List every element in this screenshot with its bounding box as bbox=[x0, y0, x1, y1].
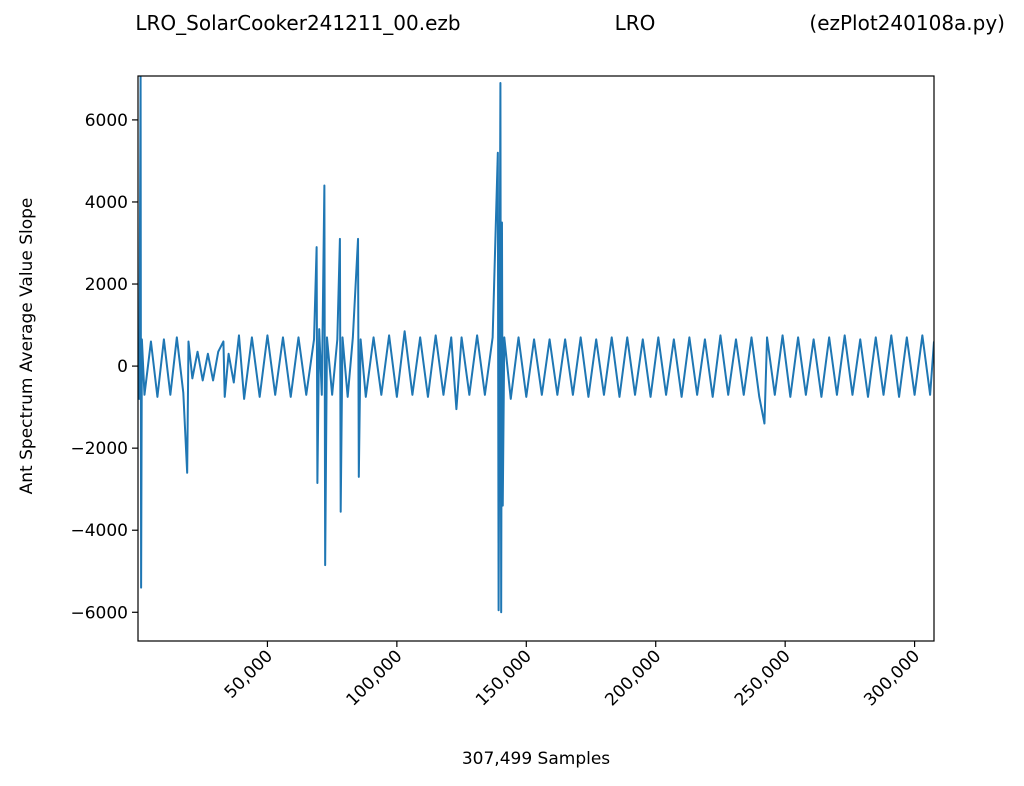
y-tick-label: −6000 bbox=[70, 603, 128, 623]
y-tick-label: 2000 bbox=[85, 275, 128, 295]
chart-title-site: LRO bbox=[615, 11, 656, 35]
plot-frame bbox=[137, 75, 935, 642]
y-tick-label: 0 bbox=[117, 357, 128, 377]
y-tick-label: −4000 bbox=[70, 521, 128, 541]
x-axis-label: 307,499 Samples bbox=[462, 749, 610, 769]
chart-title-script: (ezPlot240108a.py) bbox=[809, 11, 1005, 35]
y-tick-label: 6000 bbox=[85, 111, 128, 131]
data-line bbox=[138, 76, 934, 614]
y-axis-label: Ant Spectrum Average Value Slope bbox=[17, 198, 37, 495]
chart-title-file: LRO_SolarCooker241211_00.ezb bbox=[135, 11, 460, 35]
y-tick-label: −2000 bbox=[70, 439, 128, 459]
y-tick-label: 4000 bbox=[85, 193, 128, 213]
